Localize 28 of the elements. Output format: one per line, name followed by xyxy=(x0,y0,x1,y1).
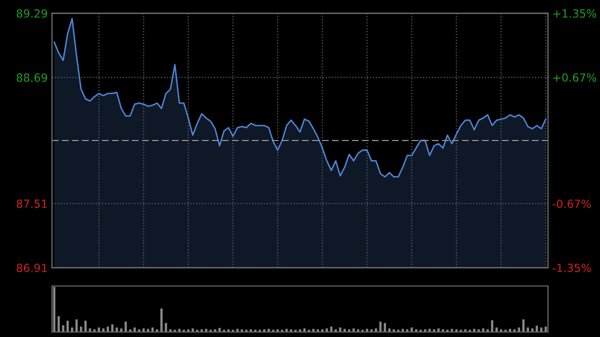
y-tick-label: 89.29 xyxy=(16,9,48,18)
bar xyxy=(120,328,122,332)
bar xyxy=(124,322,127,332)
bar xyxy=(410,327,413,332)
bar xyxy=(58,316,60,332)
bar xyxy=(531,328,534,332)
bar xyxy=(339,327,342,332)
y-tick-label: 87.51 xyxy=(16,200,47,208)
bar xyxy=(106,326,109,332)
y2-tick-label: +1.35% xyxy=(553,9,596,18)
bar xyxy=(111,324,114,332)
bar xyxy=(482,328,484,332)
bar xyxy=(192,328,194,332)
bar xyxy=(540,327,542,332)
bar xyxy=(330,326,332,332)
y2-tick-label: +0.67% xyxy=(553,73,596,82)
y2-tick-label: -0.67% xyxy=(552,200,591,208)
bar xyxy=(491,320,494,332)
bar xyxy=(62,325,64,332)
y-tick-label: 88.69 xyxy=(16,73,48,82)
bar xyxy=(326,328,328,332)
bar xyxy=(116,327,118,332)
bar xyxy=(536,326,538,332)
bar xyxy=(134,327,136,332)
bar xyxy=(66,320,69,332)
y-tick-label: 86.91 xyxy=(16,264,47,272)
y2-tick-label: -1.35% xyxy=(552,264,591,272)
bar xyxy=(544,326,547,332)
